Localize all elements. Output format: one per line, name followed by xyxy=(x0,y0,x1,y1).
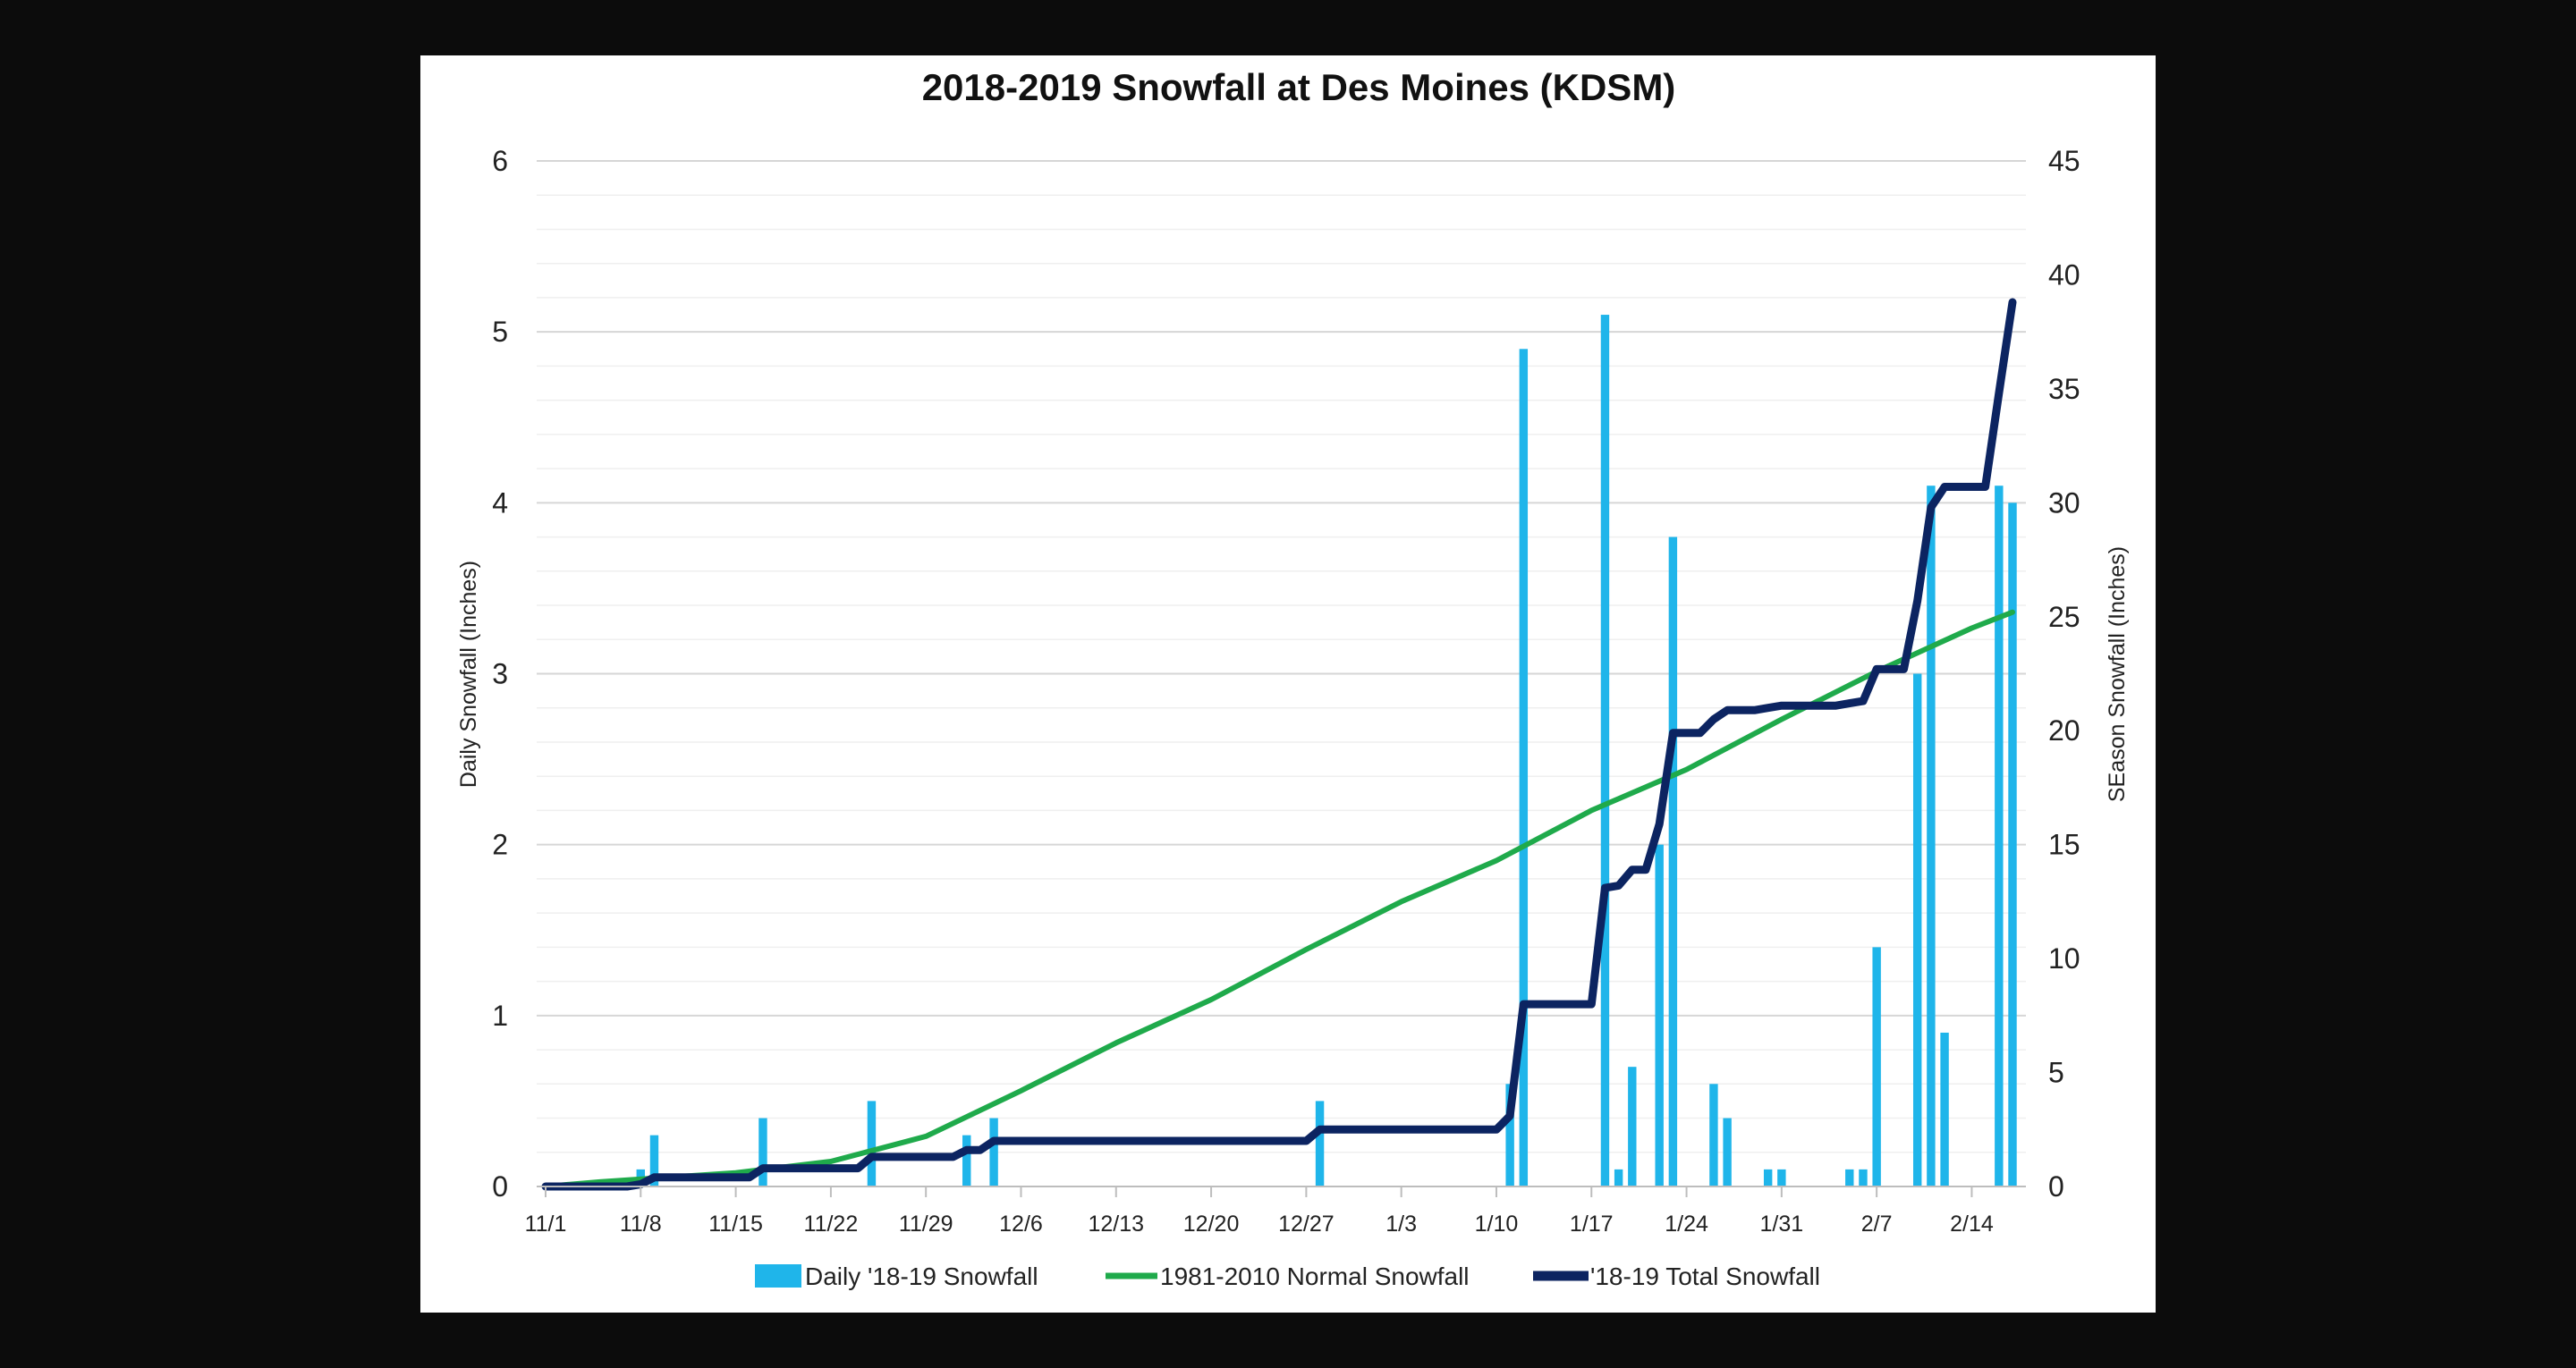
daily-snowfall-bar xyxy=(1668,536,1678,1186)
y-tick-label: 5 xyxy=(492,316,508,348)
daily-snowfall-bar xyxy=(2008,502,2017,1186)
x-tick-label: 2/7 xyxy=(1861,1212,1893,1237)
y-tick-label: 2 xyxy=(492,829,508,861)
daily-snowfall-bar xyxy=(1600,315,1610,1186)
daily-bars xyxy=(636,315,2017,1186)
y2-tick-label: 35 xyxy=(2048,373,2080,405)
normal-snowfall-line xyxy=(543,609,2015,1189)
daily-snowfall-bar xyxy=(1763,1169,1773,1186)
legend-label-normal: 1981-2010 Normal Snowfall xyxy=(1160,1262,1470,1290)
daily-snowfall-bar xyxy=(1519,349,1529,1186)
y-tick-label: 6 xyxy=(492,145,508,177)
y2-tick-label: 45 xyxy=(2048,145,2080,177)
y2-tick-label: 25 xyxy=(2048,601,2080,633)
daily-snowfall-bar xyxy=(1655,844,1664,1186)
daily-snowfall-bar xyxy=(1614,1169,1623,1186)
daily-snowfall-bar xyxy=(1845,1169,1854,1186)
y2-tick-label: 20 xyxy=(2048,714,2080,747)
y-axis-label: Daily Snowfall (Inches) xyxy=(456,561,481,788)
daily-snowfall-bar xyxy=(1912,673,1922,1186)
daily-snowfall-bar xyxy=(1315,1101,1325,1186)
x-tick-label: 12/27 xyxy=(1278,1212,1335,1237)
x-tick-label: 11/1 xyxy=(525,1212,567,1237)
y-tick-label: 4 xyxy=(492,486,508,519)
x-tick-label: 12/6 xyxy=(999,1212,1043,1237)
gridlines xyxy=(537,160,2026,1187)
daily-snowfall-bar xyxy=(1505,1084,1514,1186)
x-tick-label: 1/24 xyxy=(1665,1212,1708,1237)
daily-snowfall-bar xyxy=(1709,1084,1718,1186)
y2-tick-label: 40 xyxy=(2048,258,2080,291)
daily-snowfall-bar xyxy=(1723,1118,1732,1186)
daily-snowfall-bar xyxy=(1628,1067,1637,1186)
daily-snowfall-bar xyxy=(649,1135,659,1186)
y-tick-label: 0 xyxy=(492,1170,508,1203)
daily-snowfall-bar xyxy=(1927,486,1936,1186)
x-tick-label: 11/22 xyxy=(804,1212,859,1237)
legend-label-daily: Daily '18-19 Snowfall xyxy=(805,1262,1038,1290)
total-snowfall-line xyxy=(541,298,2017,1191)
x-tick-label: 1/31 xyxy=(1760,1212,1804,1237)
x-tick-label: 12/13 xyxy=(1088,1212,1144,1237)
x-tick-label: 12/20 xyxy=(1183,1212,1240,1237)
y2-tick-label: 0 xyxy=(2048,1170,2064,1203)
y-tick-label: 1 xyxy=(492,1000,508,1032)
daily-snowfall-bar xyxy=(962,1135,971,1186)
y2-tick-label: 5 xyxy=(2048,1057,2064,1089)
daily-snowfall-bar xyxy=(989,1118,998,1186)
chart-title: 2018-2019 Snowfall at Des Moines (KDSM) xyxy=(922,66,1676,108)
x-tick-label: 1/3 xyxy=(1385,1212,1417,1237)
daily-snowfall-bar xyxy=(1872,947,1881,1186)
daily-snowfall-bar xyxy=(867,1101,877,1186)
x-tick-label: 11/29 xyxy=(899,1212,953,1237)
y2-axis-label: SEason Snowfall (Inches) xyxy=(2105,546,2130,802)
daily-snowfall-bar xyxy=(1777,1169,1786,1186)
series-lines xyxy=(541,298,2017,1191)
x-tick-label: 2/14 xyxy=(1950,1212,1994,1237)
daily-snowfall-bar xyxy=(1859,1169,1868,1186)
x-tick-label: 11/8 xyxy=(620,1212,662,1237)
chart-panel: 2018-2019 Snowfall at Des Moines (KDSM) … xyxy=(420,55,2156,1313)
legend-label-total: '18-19 Total Snowfall xyxy=(1590,1262,1820,1290)
daily-snowfall-bar xyxy=(1995,486,2004,1186)
x-tick-label: 1/10 xyxy=(1475,1212,1519,1237)
legend: Daily '18-19 Snowfall 1981-2010 Normal S… xyxy=(755,1262,1820,1290)
x-tick-label: 11/15 xyxy=(708,1212,763,1237)
legend-swatch-daily xyxy=(755,1264,801,1288)
y-tick-label: 3 xyxy=(492,658,508,690)
y2-tick-label: 10 xyxy=(2048,942,2080,975)
snowfall-chart: 2018-2019 Snowfall at Des Moines (KDSM) … xyxy=(456,66,2130,1290)
x-tick-label: 1/17 xyxy=(1570,1212,1614,1237)
daily-snowfall-bar xyxy=(758,1118,767,1186)
daily-snowfall-bar xyxy=(1940,1032,1949,1186)
y2-tick-label: 30 xyxy=(2048,486,2080,519)
y2-tick-label: 15 xyxy=(2048,829,2080,861)
